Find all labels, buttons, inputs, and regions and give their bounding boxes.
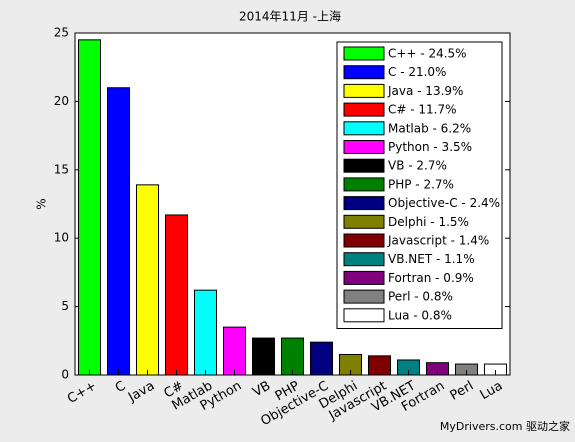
legend-label: VB.NET - 1.1% — [388, 252, 475, 266]
legend-swatch — [343, 46, 385, 61]
legend-swatch — [343, 308, 385, 323]
chart-title: 2014年11月 -上海 — [239, 9, 341, 24]
bar — [77, 39, 102, 376]
legend-label: C# - 11.7% — [388, 103, 457, 117]
x-tick-label: C++ — [65, 379, 99, 407]
bar — [164, 214, 189, 376]
legend-label: Java - 13.9% — [387, 84, 463, 98]
legend-label: VB - 2.7% — [388, 159, 447, 173]
axes-box — [74, 32, 511, 376]
bar — [251, 337, 276, 376]
legend-label: Matlab - 6.2% — [388, 121, 471, 135]
bar — [106, 87, 131, 376]
x-tick-label: Lua — [478, 379, 506, 404]
legend-label: Javascript - 1.4% — [387, 234, 489, 248]
legend-label: PHP - 2.7% — [388, 177, 454, 191]
legend-label: Perl - 0.8% — [388, 290, 453, 304]
watermark: MyDrivers.com 驱动之家 — [440, 419, 570, 433]
legend-swatch — [343, 102, 385, 117]
y-tick-label: 10 — [54, 231, 69, 245]
legend-swatch — [343, 121, 385, 136]
legend-label: Delphi - 1.5% — [388, 215, 469, 229]
legend-swatch — [343, 83, 385, 98]
y-tick-label: 20 — [54, 94, 69, 108]
y-tick-label: 15 — [54, 162, 69, 176]
y-tick-label: 5 — [61, 299, 69, 313]
bar — [135, 184, 160, 376]
legend-label: C++ - 24.5% — [388, 47, 467, 61]
y-tick-label: 25 — [54, 26, 69, 40]
y-axis-label: % — [35, 198, 49, 209]
bar — [222, 326, 247, 376]
legend-swatch — [343, 65, 385, 80]
legend-label: Python - 3.5% — [388, 140, 472, 154]
y-tick-label: 0 — [61, 368, 69, 382]
legend-swatch — [343, 177, 385, 192]
legend-swatch — [343, 158, 385, 173]
legend-label: Lua - 0.8% — [388, 308, 452, 322]
legend-swatch — [343, 140, 385, 154]
legend-swatch — [343, 233, 385, 248]
x-tick-label: Perl — [448, 379, 477, 404]
bar — [280, 337, 305, 376]
legend-swatch — [343, 270, 385, 285]
bar — [193, 289, 218, 376]
legend-label: Fortran - 0.9% — [388, 271, 474, 285]
legend-swatch — [343, 252, 385, 267]
legend-swatch — [343, 196, 385, 211]
x-tick-label: Java — [125, 379, 157, 406]
x-tick-label: VB — [250, 379, 273, 401]
legend-label: C - 21.0% — [388, 65, 446, 79]
legend-swatch — [343, 289, 385, 304]
legend-label: Objective-C - 2.4% — [388, 196, 500, 210]
legend-swatch — [343, 214, 385, 229]
